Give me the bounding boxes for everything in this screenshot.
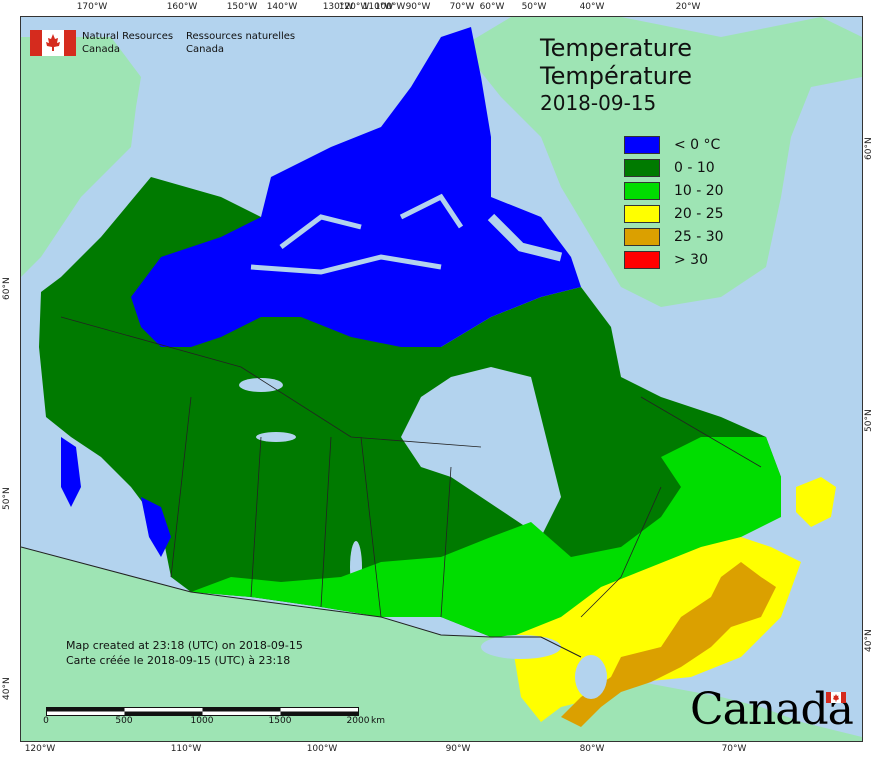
legend-swatch: [624, 251, 660, 269]
top-longitude-label: 40°W: [579, 2, 605, 12]
rockies-cold: [141, 497, 171, 557]
scale-bar-graphic: [46, 707, 359, 716]
nrcan-signature: [30, 30, 76, 60]
scale-label: 2000: [346, 716, 370, 726]
bottom-longitude-label: 120°W: [24, 744, 56, 754]
baffin-strait: [487, 213, 563, 262]
arctic-channels: [250, 193, 464, 275]
legend-swatch: [624, 228, 660, 246]
agency-name-fr: Ressources naturelles Canada: [186, 30, 295, 56]
credits-en: Map created at 23:18 (UTC) on 2018-09-15: [66, 639, 303, 652]
legend-label: 10 - 20: [674, 183, 724, 199]
agency-fr-line1: Ressources naturelles: [186, 31, 296, 42]
agency-fr-line2: Canada: [186, 44, 225, 55]
legend-label: 25 - 30: [674, 229, 724, 245]
canada-below-0-region: [131, 27, 581, 347]
lake-athabasca: [256, 432, 296, 442]
bc-mountain-cold: [61, 437, 81, 507]
hudson-bay: [401, 367, 561, 537]
title-french: Température: [540, 62, 693, 90]
bottom-longitude-label: 70°W: [721, 744, 747, 754]
bottom-longitude-label: 110°W: [170, 744, 202, 754]
title-english: Temperature: [540, 34, 693, 62]
province-boundaries: [60, 316, 762, 618]
scale-label: 1000: [190, 716, 214, 726]
left-latitude-label: 40°N: [2, 677, 12, 700]
wordmark-flag-icon: [826, 692, 846, 703]
lake-huron: [575, 655, 607, 699]
canada-flag-icon: [30, 30, 76, 56]
scale-label: 1500: [268, 716, 292, 726]
map-title: Temperature Température 2018-09-15: [540, 34, 692, 116]
legend-swatch: [624, 136, 660, 154]
newfoundland-warm: [796, 477, 836, 527]
agency-en-line1: Natural Resources: [82, 31, 174, 42]
us-border: [21, 546, 582, 658]
right-latitude-label: 60°N: [864, 137, 874, 160]
legend-swatch: [624, 159, 660, 177]
top-longitude-label: 170°W: [76, 2, 108, 12]
lake-superior: [481, 635, 561, 659]
legend-swatch: [624, 182, 660, 200]
left-latitude-label: 60°N: [2, 277, 12, 300]
top-longitude-label: 110°W: [362, 2, 394, 12]
bottom-longitude-label: 90°W: [445, 744, 471, 754]
legend-swatch: [624, 205, 660, 223]
legend-label: < 0 °C: [674, 137, 721, 153]
right-latitude-label: 40°N: [864, 629, 874, 652]
top-longitude-label: 150°W: [226, 2, 258, 12]
top-longitude-label: 130°W: [322, 2, 354, 12]
great-slave-lake: [239, 378, 283, 392]
canada-10-20-region: [191, 437, 781, 637]
agency-en-line2: Canada: [82, 44, 121, 55]
top-longitude-label: 20°W: [675, 2, 701, 12]
bottom-longitude-label: 80°W: [579, 744, 605, 754]
map-svg: [21, 17, 862, 741]
scale-label: 0: [43, 716, 49, 726]
scale-unit: km: [371, 716, 385, 726]
map-credits: Map created at 23:18 (UTC) on 2018-09-15…: [66, 638, 303, 668]
right-latitude-label: 50°N: [864, 409, 874, 432]
top-longitude-label: 120°W: [338, 2, 370, 12]
scale-label: 500: [115, 716, 133, 726]
title-date: 2018-09-15: [540, 91, 657, 115]
map-canvas[interactable]: [20, 16, 863, 742]
usa-land: [21, 547, 862, 741]
bottom-longitude-label: 100°W: [306, 744, 338, 754]
top-longitude-label: 60°W: [479, 2, 505, 12]
top-longitude-label: 140°W: [266, 2, 298, 12]
left-latitude-label: 50°N: [2, 487, 12, 510]
canada-25-30-region: [561, 562, 776, 727]
legend-label: > 30: [674, 252, 708, 268]
agency-name-en: Natural Resources Canada: [82, 30, 173, 56]
credits-fr: Carte créée le 2018-09-15 (UTC) à 23:18: [66, 654, 291, 667]
greenland-land: [461, 17, 862, 307]
top-longitude-label: 160°W: [166, 2, 198, 12]
scale-bar: 0 500 1000 1500 2000 km: [43, 704, 385, 726]
legend-label: 0 - 10: [674, 160, 715, 176]
top-longitude-label: 90°W: [405, 2, 431, 12]
top-longitude-label: 70°W: [449, 2, 475, 12]
top-longitude-label: 50°W: [521, 2, 547, 12]
top-longitude-label: 100°W: [374, 2, 406, 12]
alaska-land: [21, 37, 141, 277]
legend-label: 20 - 25: [674, 206, 724, 222]
